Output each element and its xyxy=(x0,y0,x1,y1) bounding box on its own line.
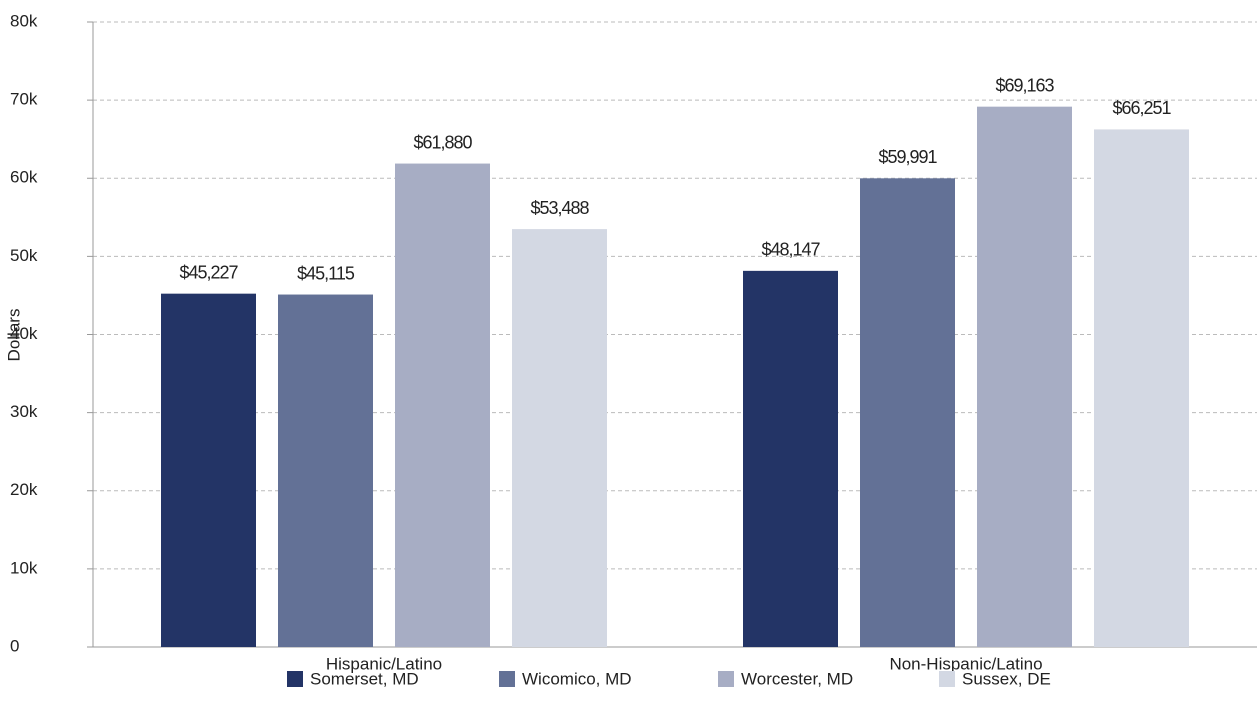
value-label: $45,115 xyxy=(297,263,355,283)
legend-label: Wicomico, MD xyxy=(522,669,632,688)
x-tick-label: Hispanic/Latino xyxy=(326,654,442,673)
legend-swatch xyxy=(287,671,303,687)
legend-label: Somerset, MD xyxy=(310,669,419,688)
y-axis-label: Dollars xyxy=(4,309,23,362)
bar xyxy=(278,294,373,647)
legend-swatch xyxy=(939,671,955,687)
bar xyxy=(512,229,607,647)
x-tick-label: Non-Hispanic/Latino xyxy=(889,654,1042,673)
legend-label: Worcester, MD xyxy=(741,669,853,688)
bar xyxy=(860,178,955,647)
legend-swatch xyxy=(718,671,734,687)
bar xyxy=(1094,129,1189,647)
y-tick-label: 20k xyxy=(10,480,38,499)
value-label: $48,147 xyxy=(761,240,820,260)
value-label: $59,991 xyxy=(878,147,937,167)
legend-label: Sussex, DE xyxy=(962,669,1051,688)
bar xyxy=(977,106,1072,647)
bar xyxy=(161,293,256,647)
bar xyxy=(395,163,490,647)
y-tick-label: 10k xyxy=(10,558,38,577)
legend-swatch xyxy=(499,671,515,687)
y-tick-label: 0 xyxy=(10,636,19,655)
y-tick-label: 60k xyxy=(10,168,38,187)
bar xyxy=(743,270,838,647)
value-label: $69,163 xyxy=(995,75,1054,95)
value-label: $45,227 xyxy=(179,262,238,282)
y-tick-label: 50k xyxy=(10,246,38,265)
y-tick-label: 70k xyxy=(10,90,38,109)
value-label: $66,251 xyxy=(1112,98,1171,118)
value-label: $61,880 xyxy=(413,132,472,152)
y-tick-label: 30k xyxy=(10,402,38,421)
value-label: $53,488 xyxy=(530,198,589,218)
y-tick-label: 40k xyxy=(10,324,38,343)
y-tick-label: 80k xyxy=(10,11,38,30)
